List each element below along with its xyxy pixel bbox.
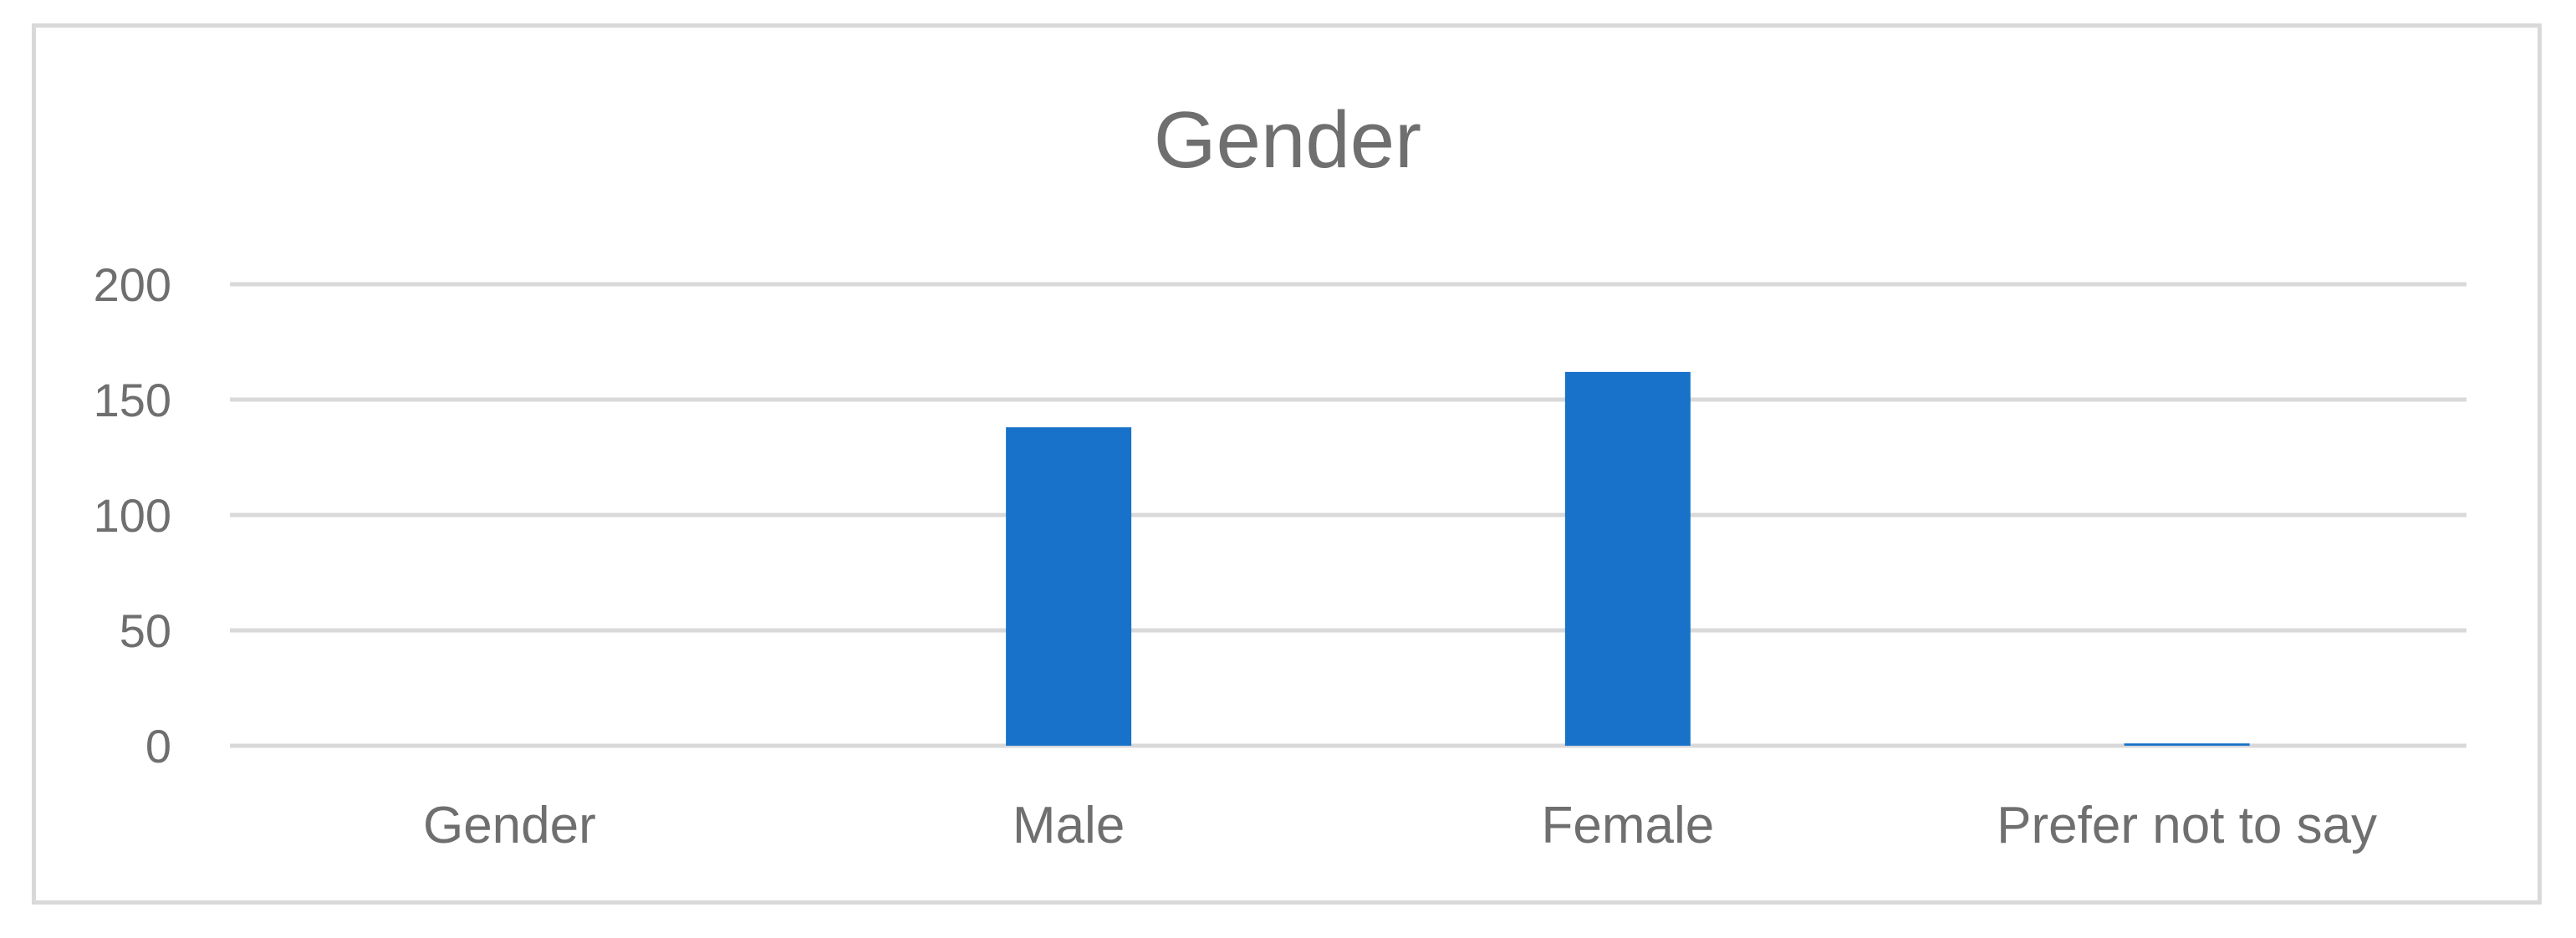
- bar-female: [1564, 371, 1691, 746]
- x-category-label: Prefer not to say: [1997, 797, 2377, 854]
- x-category-label: Male: [1013, 797, 1125, 854]
- bar-male: [1006, 427, 1132, 746]
- y-tick-label: 150: [94, 374, 171, 426]
- chart-frame: [32, 23, 2542, 905]
- y-axis-ticks: 0 50 100 150 200: [94, 258, 171, 772]
- bar-prefer-not-to-say: [2124, 743, 2250, 746]
- y-tick-label: 50: [120, 604, 171, 657]
- y-tick-label: 200: [94, 258, 171, 311]
- x-category-label: Female: [1542, 797, 1715, 854]
- x-axis-categories: Gender Male Female Prefer not to say: [423, 797, 2377, 854]
- y-tick-label: 0: [145, 720, 171, 772]
- chart-title: Gender: [1154, 95, 1421, 185]
- gridlines: [230, 282, 2466, 748]
- y-tick-label: 100: [94, 489, 171, 542]
- x-category-label: Gender: [423, 797, 596, 854]
- bars: [1006, 371, 2250, 746]
